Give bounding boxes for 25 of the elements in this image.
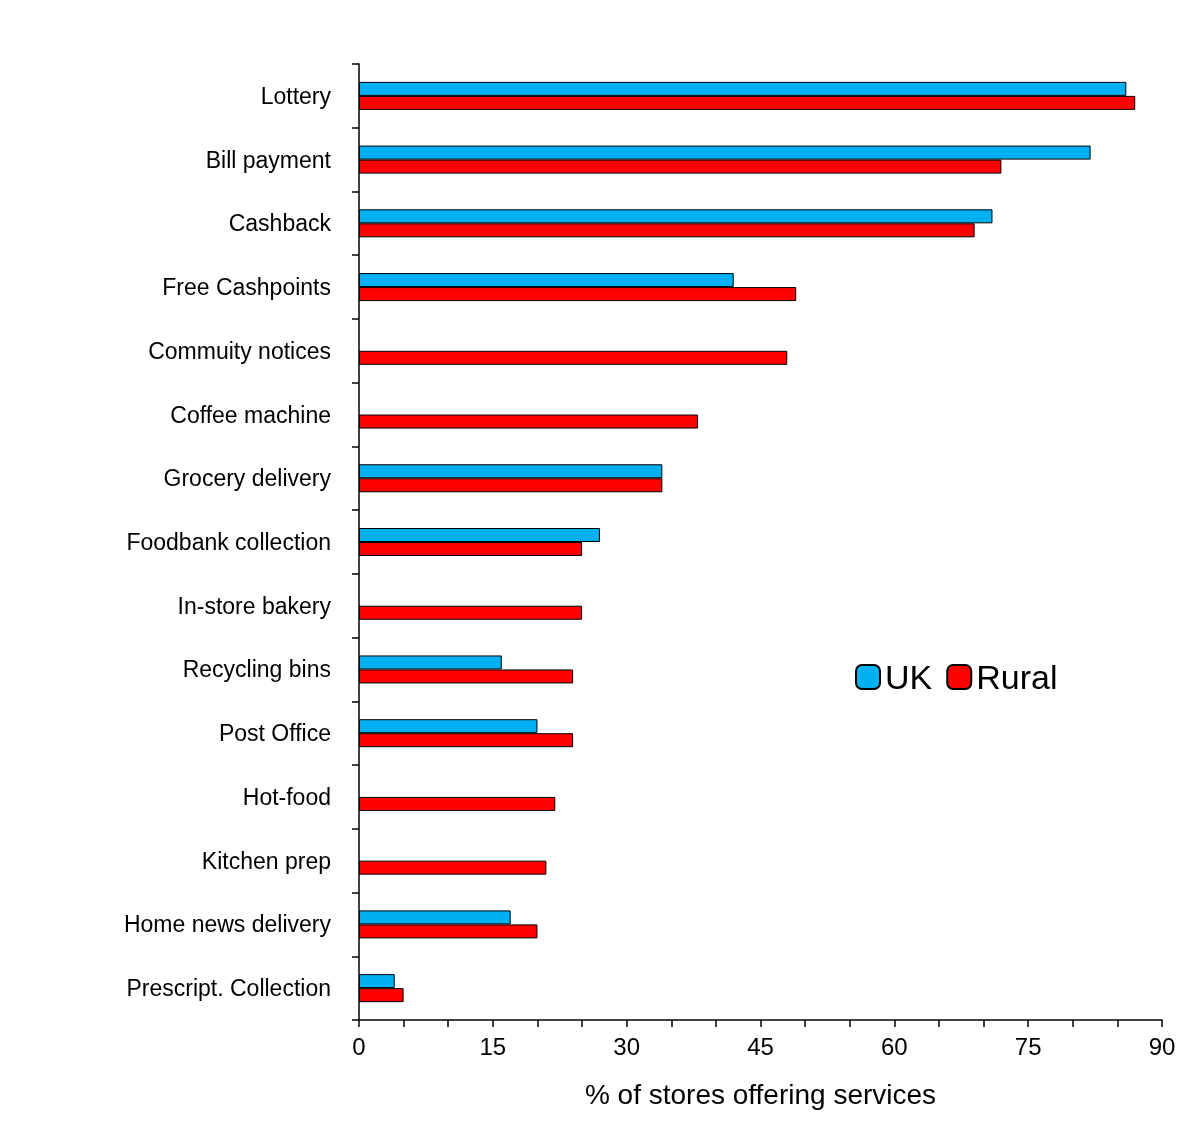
legend-label: UK xyxy=(885,658,933,696)
y-tick-label: Home news delivery xyxy=(123,911,332,938)
y-tick-label: Recycling bins xyxy=(182,656,331,683)
y-tick-label: Grocery delivery xyxy=(163,465,332,492)
legend-label: Rural xyxy=(976,658,1058,696)
y-tick-label: Free Cashpoints xyxy=(162,274,331,301)
x-tick-label: 15 xyxy=(479,1032,507,1060)
x-axis-title: % of stores offering services xyxy=(584,1078,937,1110)
y-tick-label: Cashback xyxy=(228,210,332,237)
x-tick-label: 45 xyxy=(747,1032,774,1060)
y-tick-label: Foodbank collection xyxy=(126,529,331,555)
y-tick-label: Prescript. Collection xyxy=(126,975,331,1002)
x-tick-label: 0 xyxy=(352,1032,366,1060)
y-tick-label: Coffee machine xyxy=(170,401,331,428)
x-tick-label: 90 xyxy=(1148,1032,1176,1060)
x-tick-label: 30 xyxy=(613,1032,641,1060)
y-tick-label: In-store bakery xyxy=(177,592,332,619)
y-tick-label: Lottery xyxy=(260,82,332,109)
y-tick-label: Kitchen prep xyxy=(201,847,331,874)
x-tick-label: 75 xyxy=(1014,1032,1042,1060)
y-tick-label: Bill payment xyxy=(205,146,332,173)
y-tick-label: Post Office xyxy=(218,720,331,747)
x-tick-label: 60 xyxy=(880,1032,908,1060)
y-tick-label: Hot-food xyxy=(242,783,331,810)
y-tick-label: Commuity notices xyxy=(148,337,331,364)
